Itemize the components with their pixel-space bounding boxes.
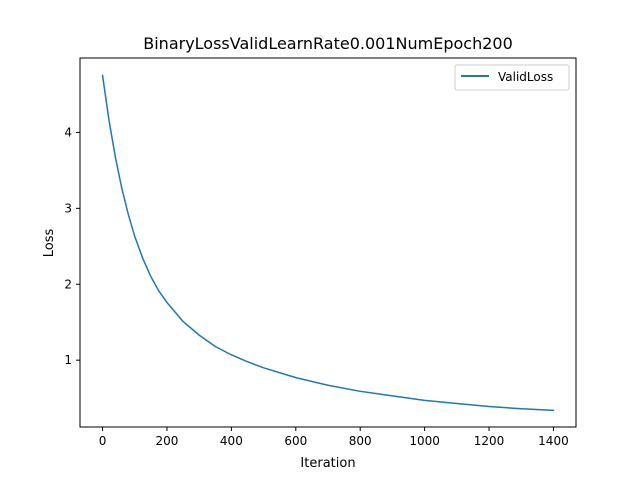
x-tick-label: 200: [156, 434, 179, 448]
y-axis-label: Loss: [42, 229, 57, 258]
plot-frame: [79, 57, 577, 428]
x-tick-label: 600: [284, 434, 307, 448]
series-line-validloss: [101, 74, 555, 412]
x-tick-label: 1400: [538, 434, 569, 448]
chart-title: BinaryLossValidLearnRate0.001NumEpoch200: [143, 34, 513, 53]
y-tick-label: 2: [64, 277, 72, 291]
legend-label-validloss: ValidLoss: [498, 70, 553, 84]
x-tick-label: 1200: [474, 434, 505, 448]
x-tick-label: 800: [349, 434, 372, 448]
plot-area: [101, 74, 555, 412]
x-axis: 0 200 400 600 800 1000 1200 1400: [99, 427, 569, 448]
legend-box: [454, 64, 570, 91]
x-tick-label: 400: [220, 434, 243, 448]
legend: ValidLoss: [454, 64, 570, 91]
x-tick-label: 0: [99, 434, 107, 448]
y-tick-label: 4: [64, 125, 72, 139]
x-tick-label: 1000: [409, 434, 440, 448]
y-tick-label: 3: [64, 201, 72, 215]
y-tick-label: 1: [64, 353, 72, 367]
y-axis: 1 2 3 4: [64, 125, 80, 367]
x-axis-label: Iteration: [300, 456, 355, 471]
